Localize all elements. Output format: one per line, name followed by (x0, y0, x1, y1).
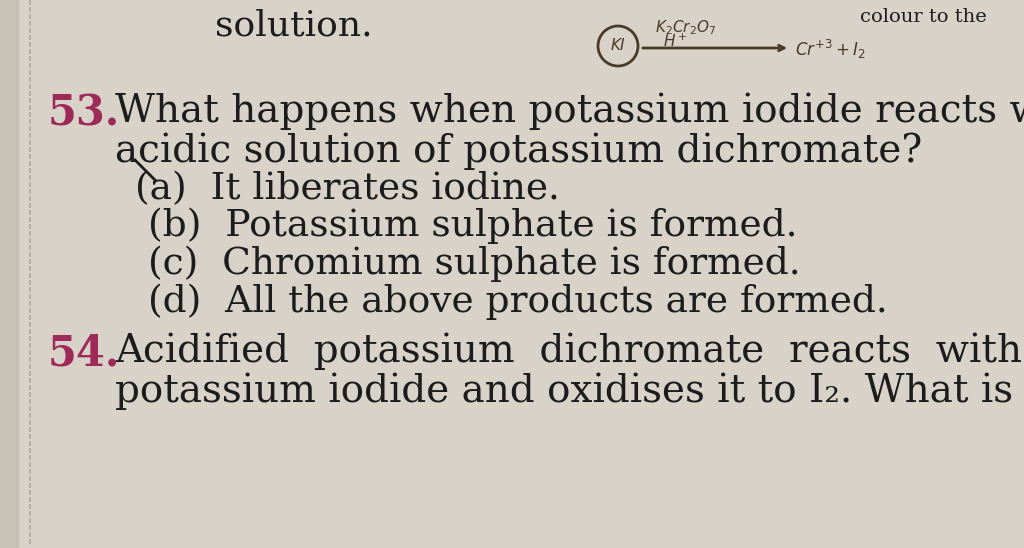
Text: potassium iodide and oxidises it to I₂. What is the: potassium iodide and oxidises it to I₂. … (115, 373, 1024, 410)
Text: $H^+$: $H^+$ (663, 33, 687, 50)
Text: (b)  Potassium sulphate is formed.: (b) Potassium sulphate is formed. (148, 208, 798, 244)
Text: $Cr^{+3}+I_2$: $Cr^{+3}+I_2$ (795, 38, 865, 61)
Text: KI: KI (610, 38, 626, 54)
Text: $K_2Cr_2O_7$: $K_2Cr_2O_7$ (655, 18, 716, 37)
Text: 54.: 54. (48, 333, 121, 375)
Text: colour to the: colour to the (860, 8, 987, 26)
Text: (d)  All the above products are formed.: (d) All the above products are formed. (148, 283, 888, 319)
Bar (0, 0, 18, 548)
Text: What happens when potassium iodide reacts with: What happens when potassium iodide react… (115, 93, 1024, 130)
Text: 53.: 53. (48, 93, 120, 135)
Text: (a)  It liberates iodine.: (a) It liberates iodine. (135, 171, 560, 207)
Text: Acidified  potassium  dichromate  reacts  with: Acidified potassium dichromate reacts wi… (115, 333, 1022, 370)
Text: solution.: solution. (215, 8, 373, 42)
Text: (c)  Chromium sulphate is formed.: (c) Chromium sulphate is formed. (148, 246, 801, 283)
Text: acidic solution of potassium dichromate?: acidic solution of potassium dichromate? (115, 133, 923, 170)
